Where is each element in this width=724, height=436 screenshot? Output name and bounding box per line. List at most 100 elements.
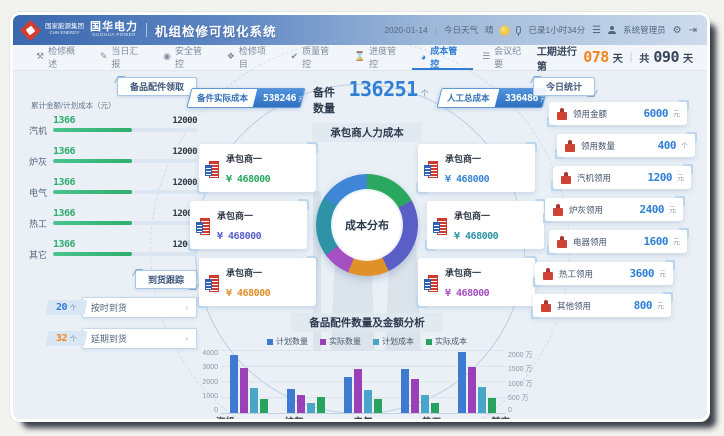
pill-label: 人工总成本 xyxy=(446,92,490,103)
bar-chart-legend: 计划数量 实际数量 计划成本 实际成本 xyxy=(267,336,467,347)
bar-实际数量 xyxy=(410,379,419,413)
bar-实际数量 xyxy=(353,369,362,413)
tab-minutes[interactable]: ☰ 会议纪要 xyxy=(482,45,522,69)
user-name[interactable]: 系统管理员 xyxy=(623,25,666,35)
contractor-amount: ¥ 468000 xyxy=(454,231,499,242)
schedule-current-day: 078 xyxy=(583,48,609,66)
brand-group-en: CHN ENERGY xyxy=(49,30,80,36)
project-icon: ❖ xyxy=(226,51,235,61)
chn-energy-logo-icon xyxy=(19,19,42,41)
schedule-total-days: 090 xyxy=(653,48,679,66)
legend-label: 实际成本 xyxy=(435,337,467,346)
building-icon xyxy=(424,160,439,178)
row-total: 12000 xyxy=(172,116,197,126)
bar-实际数量 xyxy=(297,395,306,413)
contractor-card: 承包商一 ¥ 468000 xyxy=(425,199,546,251)
contractor-amount: ¥ 468000 xyxy=(445,288,490,299)
bar-计划数量 xyxy=(343,377,352,413)
bar-计划数量 xyxy=(457,352,466,413)
contractor-name: 承包商一 xyxy=(226,268,263,278)
bar-实际数量 xyxy=(240,368,249,413)
tab-projects[interactable]: ❖ 检修项目 xyxy=(226,45,266,69)
progress-fill xyxy=(53,190,133,194)
bar-计划数量 xyxy=(287,389,296,413)
legend-swatch xyxy=(426,338,432,345)
stat-value: 800 xyxy=(633,299,653,312)
turbine-icon xyxy=(560,171,572,184)
list-icon[interactable]: ☰ xyxy=(592,24,602,36)
row-label: 热工 xyxy=(29,219,48,229)
arrival-count: 20 xyxy=(56,302,68,313)
record-status: 已录1小时34分 xyxy=(528,25,586,35)
progress-track xyxy=(53,252,197,256)
arrival-unit: 个 xyxy=(69,305,78,312)
schedule-total-unit: 天 xyxy=(683,54,693,65)
stat-card-amount: 领用金额 6000 元 xyxy=(547,100,689,127)
legend-swatch xyxy=(373,338,379,345)
legend-label: 计划数量 xyxy=(276,337,308,346)
bar-group xyxy=(457,350,496,413)
delayed-arrival-button[interactable]: 32 个 延期到货 › xyxy=(45,328,197,349)
building-icon xyxy=(196,217,211,235)
bar-实际成本 xyxy=(373,399,382,413)
bar-实际成本 xyxy=(430,403,439,413)
count-box-icon xyxy=(564,139,576,152)
contractor-name: 承包商一 xyxy=(445,154,482,164)
contractor-card: 承包商一 ¥ 468000 xyxy=(197,142,318,194)
row-value: 1366 xyxy=(53,239,76,250)
stat-card-turbine: 汽机领用 1200 元 xyxy=(551,164,693,191)
contractor-name: 承包商一 xyxy=(217,211,254,221)
progress-track xyxy=(53,221,197,225)
stat-unit: 元 xyxy=(677,174,684,182)
row-total: 12000 xyxy=(172,178,197,188)
x-category-label: 汽机 xyxy=(205,414,245,419)
stat-value: 2400 xyxy=(639,203,665,216)
watermark-chimney xyxy=(313,191,321,351)
bar-实际成本 xyxy=(487,398,496,413)
donut-zone: 承包商一 ¥ 468000 承包商一 ¥ 468000 承包商一 ¥ 46800… xyxy=(188,142,546,308)
legend-swatch xyxy=(267,338,273,345)
bar-计划成本 xyxy=(307,403,316,413)
logout-icon[interactable]: ⇥ xyxy=(688,24,697,36)
pill-label: 备件实际成本 xyxy=(197,92,249,103)
tab-overview[interactable]: ⚒ 检修概述 xyxy=(36,45,76,69)
schedule-day-unit: 天 xyxy=(612,54,623,65)
cost-distribution-donut-wrap: 成本分布 xyxy=(316,174,418,276)
mic-icon xyxy=(516,26,522,36)
stat-value: 1600 xyxy=(643,235,669,248)
axis-tick: 1000 xyxy=(202,392,218,400)
contractor-cards-right: 承包商一 ¥ 468000 承包商一 ¥ 468000 承包商一 ¥ 46800… xyxy=(416,142,546,308)
arrival-label: 按时到货 xyxy=(90,303,127,313)
pill-value: 538246 xyxy=(263,92,297,103)
tab-safety[interactable]: ◉ 安全管控 xyxy=(163,45,203,69)
contractor-card: 承包商一 ¥ 468000 xyxy=(416,256,537,308)
parts-quantity-stat: 备件数量 136251 个 xyxy=(313,79,429,116)
on-time-arrival-button[interactable]: 20 个 按时到货 › xyxy=(45,297,197,318)
user-icon xyxy=(608,26,617,34)
other-icon xyxy=(540,299,552,312)
legend-swatch xyxy=(320,338,326,345)
arrival-unit: 个 xyxy=(69,336,78,343)
gear-icon[interactable]: ⚙ xyxy=(672,24,682,36)
parts-row-thermal: 热工 1366 12000 xyxy=(29,208,197,230)
parts-row-furnace: 炉灰 1366 12000 xyxy=(29,146,197,168)
building-icon xyxy=(205,160,220,178)
stat-value: 6000 xyxy=(643,107,669,120)
bar-group xyxy=(400,350,439,413)
x-axis-labels: 汽机 炉灰 电气 热工 其它 xyxy=(191,414,535,419)
tab-daily-report[interactable]: ✎ 当日汇报 xyxy=(99,45,139,69)
row-value: 1366 xyxy=(53,177,76,188)
stat-card-quantity: 领用数量 400 个 xyxy=(555,132,697,159)
building-icon xyxy=(424,274,439,292)
schedule-total-prefix: 共 xyxy=(639,54,650,65)
contractor-name: 承包商一 xyxy=(226,154,263,164)
axis-tick: 4000 xyxy=(202,350,218,357)
x-category-label: 炉灰 xyxy=(274,414,314,419)
row-label: 电气 xyxy=(29,188,48,198)
wrench-icon: ⚒ xyxy=(36,51,45,61)
x-category-label: 其它 xyxy=(481,414,521,419)
parts-row-other: 其它 1366 12000 xyxy=(29,239,197,261)
dashboard-body: 备品配件领取 累计金额/计划成本（元） 汽机 1366 12000 炉灰 1366… xyxy=(13,39,707,419)
contractor-amount: ¥ 468000 xyxy=(217,231,262,242)
row-value: 1366 xyxy=(53,146,76,157)
